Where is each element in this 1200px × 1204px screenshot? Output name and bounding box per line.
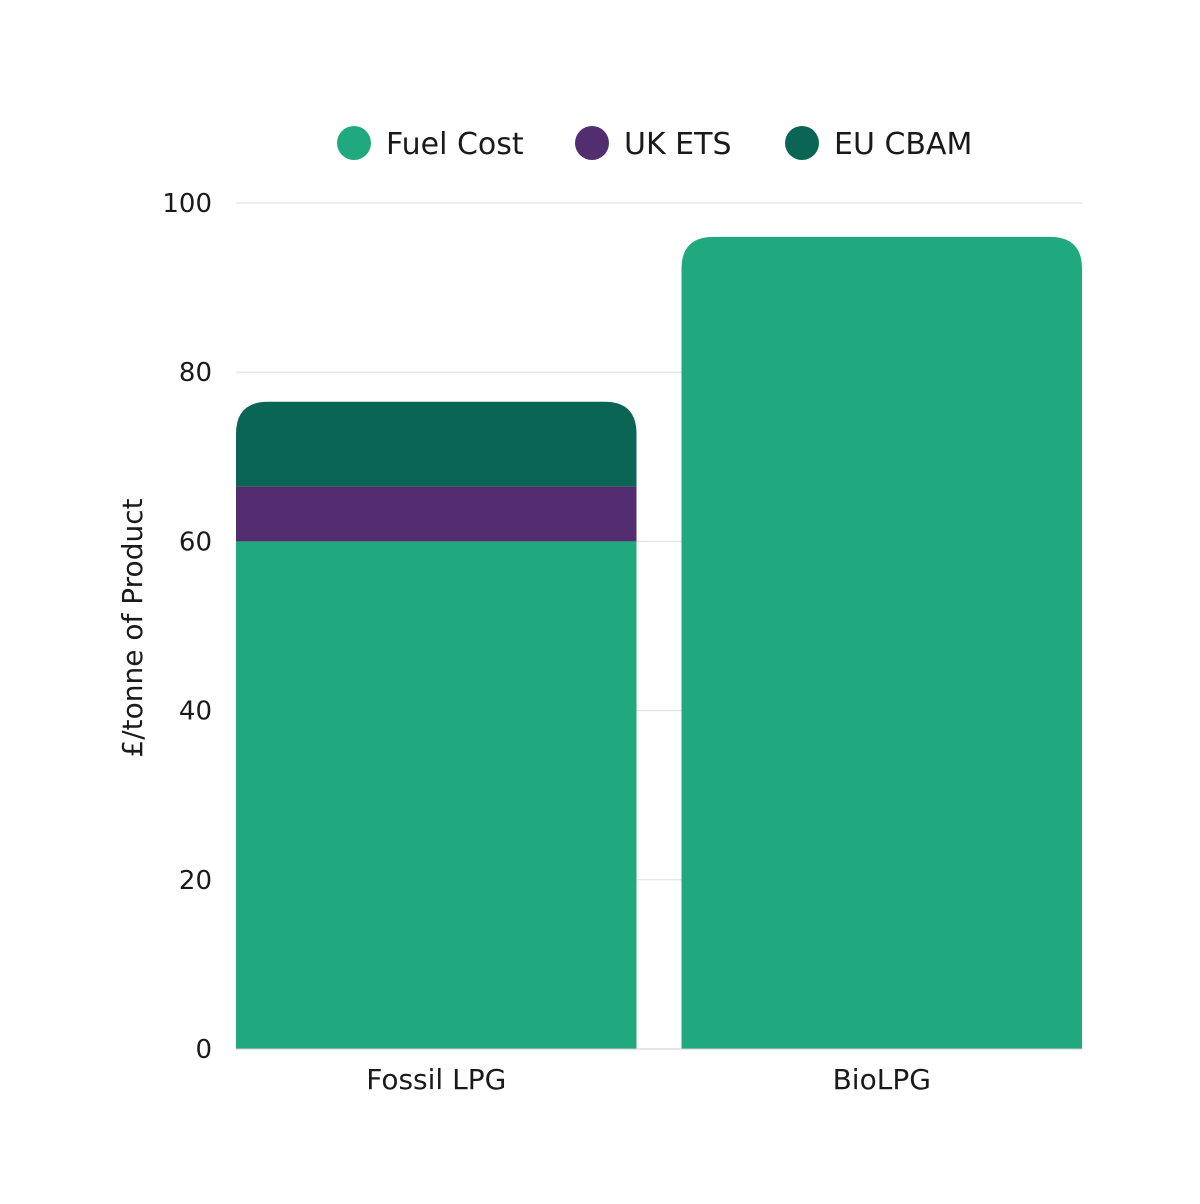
legend-label: EU CBAM (834, 127, 972, 162)
x-axis: Fossil LPG BioLPG (366, 1063, 931, 1096)
y-axis: 0 20 40 60 80 100 (162, 189, 212, 1065)
bar-segment-fuel-cost (236, 541, 637, 1049)
y-tick-label: 60 (179, 527, 212, 557)
legend-label: Fuel Cost (386, 127, 524, 162)
y-tick-label: 0 (195, 1035, 212, 1065)
bars (236, 236, 1082, 1050)
y-tick-label: 80 (179, 358, 212, 388)
x-tick-label: Fossil LPG (366, 1063, 506, 1096)
legend-item[interactable]: Fuel Cost (337, 126, 524, 162)
legend-swatch (575, 126, 609, 160)
y-tick-label: 40 (179, 697, 212, 727)
x-tick-label: BioLPG (833, 1063, 931, 1096)
legend-swatch (337, 126, 371, 160)
legend: Fuel Cost UK ETS EU CBAM (337, 126, 972, 162)
bar-segment-uk-ets (236, 486, 637, 542)
legend-label: UK ETS (624, 127, 732, 162)
legend-item[interactable]: UK ETS (575, 126, 732, 162)
y-axis-title: £/tonne of Product (116, 498, 149, 757)
bar-segment-fuel-cost (681, 236, 1082, 1050)
bar-segment-eu-cbam (236, 401, 637, 487)
legend-swatch (785, 126, 819, 160)
legend-item[interactable]: EU CBAM (785, 126, 972, 162)
y-tick-label: 100 (162, 189, 212, 219)
y-tick-label: 20 (179, 866, 212, 896)
